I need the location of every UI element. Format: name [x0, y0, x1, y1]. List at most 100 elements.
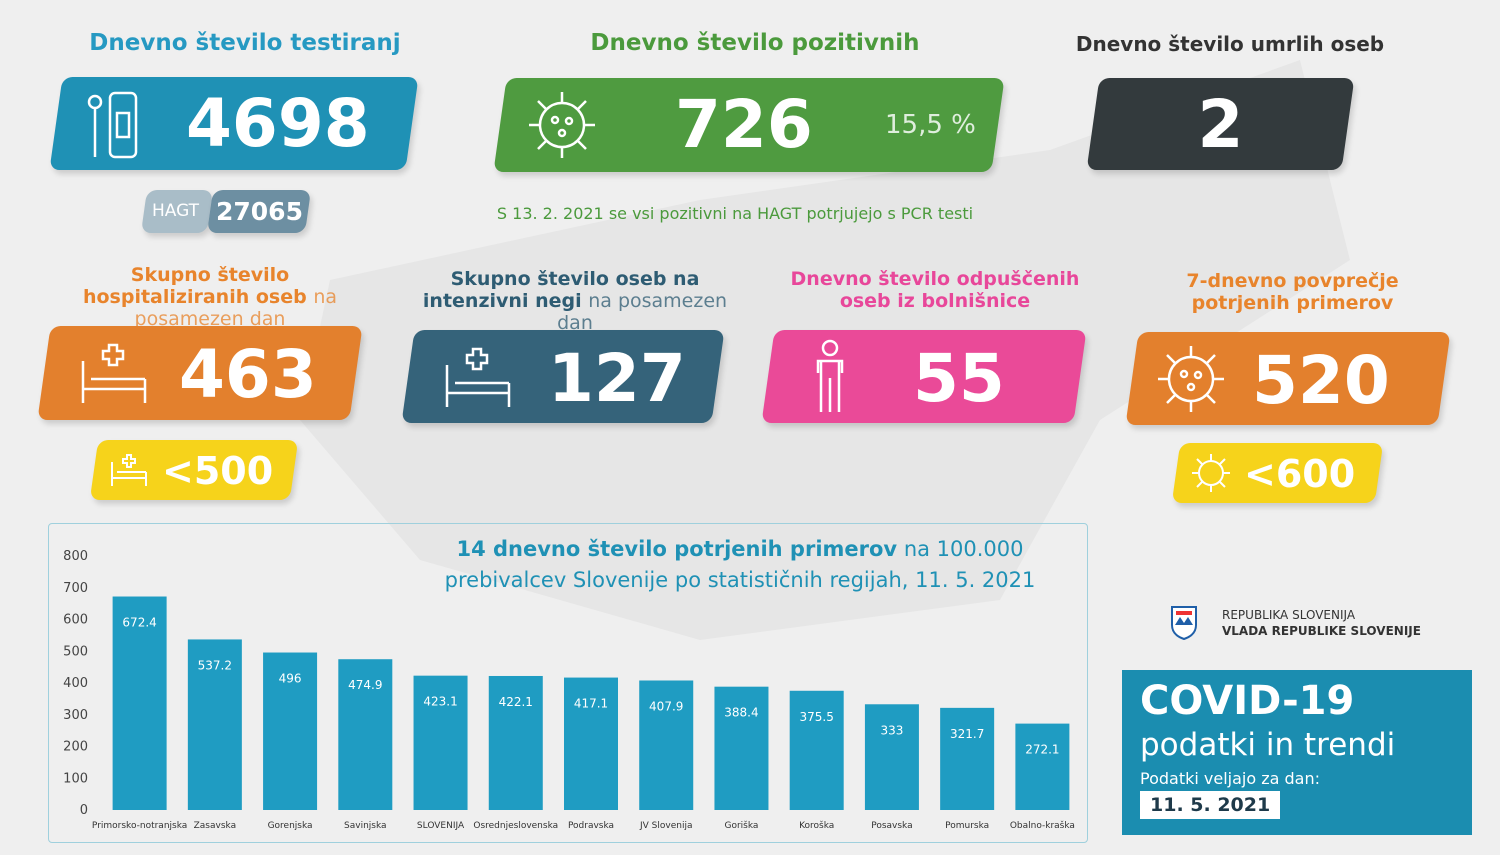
x-tick-label: Savinjska — [344, 821, 387, 831]
value-label: 272.1 — [1025, 743, 1059, 757]
x-tick-label: Koroška — [799, 820, 834, 831]
bar — [187, 639, 242, 810]
card-value: 127 — [548, 340, 686, 417]
x-tick-label: Obalno-kraška — [1010, 820, 1075, 831]
card-title: 7-dnevno povprečje potrjenih primerov — [1186, 270, 1399, 314]
card: 4698 — [49, 77, 419, 170]
value-label: 333 — [880, 723, 903, 737]
bed-icon — [445, 347, 511, 407]
value-label: 407.9 — [649, 699, 683, 713]
chart-title-bold: 14 dnevno število potrjenih primerov — [456, 537, 898, 561]
y-tick-label: 200 — [63, 740, 88, 755]
value-label: 496 — [279, 672, 302, 686]
x-tick-label: Zasavska — [194, 821, 236, 831]
coat-of-arms — [1171, 606, 1197, 641]
card-title: Dnevno število pozitivnih — [590, 30, 920, 56]
bed-icon — [111, 454, 147, 486]
y-tick-label: 600 — [63, 613, 88, 628]
card-title: Dnevno število testiranj — [89, 30, 401, 56]
card: 726 15,5 % — [493, 78, 1005, 172]
bar — [1015, 723, 1070, 810]
x-tick-label: Gorenjska — [268, 821, 313, 831]
card: 55 — [761, 330, 1087, 423]
bar — [639, 680, 694, 810]
x-tick-label: JV Slovenija — [639, 821, 692, 831]
org-name: REPUBLIKA SLOVENIJA — [1222, 608, 1356, 622]
virus-icon — [529, 92, 595, 158]
title-bold: Skupno število oseb na intenzivni negi — [422, 268, 700, 312]
card: 127 — [401, 330, 725, 423]
card-value: 520 — [1252, 342, 1390, 419]
title-bold: Skupno število hospitaliziranih oseb — [82, 264, 307, 308]
y-tick-label: 400 — [63, 676, 88, 691]
subheading: podatki in trendi — [1140, 727, 1396, 763]
bar — [413, 675, 468, 810]
value-label: 474.9 — [348, 678, 382, 692]
bed-icon — [81, 343, 147, 403]
card-value: 2 — [1197, 86, 1244, 163]
value-label: 388.4 — [724, 706, 758, 720]
virus-icon — [1158, 346, 1224, 412]
test-icon — [87, 91, 138, 159]
value-label: 672.4 — [122, 616, 156, 630]
bar — [564, 677, 618, 810]
limit-box: <600 — [1171, 443, 1384, 503]
card-title: Dnevno število umrlih oseb — [1075, 32, 1385, 56]
note: S 13. 2. 2021 se vsi pozitivni na HAGT p… — [496, 204, 974, 223]
card: 2 — [1086, 78, 1355, 170]
bar — [112, 596, 167, 810]
card-value: 463 — [179, 336, 317, 413]
title-light: na posamezen dan — [134, 286, 338, 330]
x-tick-label: Primorsko-notranjska — [92, 821, 187, 831]
y-tick-label: 300 — [63, 708, 88, 723]
limit-value: <600 — [1244, 452, 1356, 496]
chart-title-rest: na 100.000 prebivalcev Slovenije po stat… — [444, 537, 1036, 592]
heading: COVID-19 — [1140, 678, 1355, 724]
sub-value: 27065 — [216, 197, 303, 226]
card-title: Dnevno število odpuščenih oseb iz bolniš… — [790, 268, 1080, 312]
limit-box: <500 — [89, 440, 299, 500]
value-label: 321.7 — [950, 727, 984, 741]
bar — [488, 675, 543, 810]
org-name: VLADA REPUBLIKE SLOVENIJE — [1222, 624, 1421, 638]
x-tick-label: Osrednjeslovenska — [473, 821, 558, 831]
card-title: Skupno število oseb na intenzivni negi n… — [410, 268, 740, 334]
x-tick-label: Podravska — [568, 821, 614, 831]
card-title: Skupno število hospitaliziranih oseb na … — [50, 264, 370, 330]
value-label: 417.1 — [574, 697, 608, 711]
value-label: 423.1 — [423, 695, 457, 709]
y-tick-label: 500 — [63, 644, 88, 659]
y-tick-label: 0 — [80, 803, 88, 818]
percent: 15,5 % — [885, 110, 976, 140]
card-value: 726 — [675, 86, 813, 163]
x-tick-label: Goriška — [724, 820, 758, 831]
sub-box: HAGT 27065 — [140, 190, 312, 233]
chart-title: 14 dnevno število potrjenih primerov na … — [420, 534, 1060, 596]
bar — [864, 704, 919, 810]
value-label: 537.2 — [198, 658, 232, 672]
limit-value: <500 — [162, 449, 274, 493]
y-tick-label: 700 — [63, 581, 88, 596]
bar — [789, 690, 844, 810]
value-label: 422.1 — [499, 695, 533, 709]
title-light: na posamezen dan — [557, 290, 728, 334]
card: 463 — [37, 326, 363, 420]
x-tick-label: Posavska — [871, 821, 912, 831]
x-tick-label: Pomurska — [945, 821, 989, 831]
person-icon — [816, 339, 844, 412]
date: 11. 5. 2021 — [1140, 791, 1281, 819]
card-value: 4698 — [186, 85, 370, 162]
chart-panel — [48, 523, 1088, 843]
card-value: 55 — [913, 340, 1005, 417]
bar — [940, 707, 995, 810]
y-tick-label: 800 — [63, 549, 88, 564]
covid-box: COVID-19 podatki in trendi Podatki velja… — [1122, 670, 1472, 835]
bar — [263, 652, 318, 810]
card: 520 — [1125, 332, 1451, 425]
bar — [338, 659, 393, 810]
sub-label: HAGT — [152, 201, 200, 221]
bar — [714, 686, 769, 810]
y-tick-label: 100 — [63, 771, 88, 786]
